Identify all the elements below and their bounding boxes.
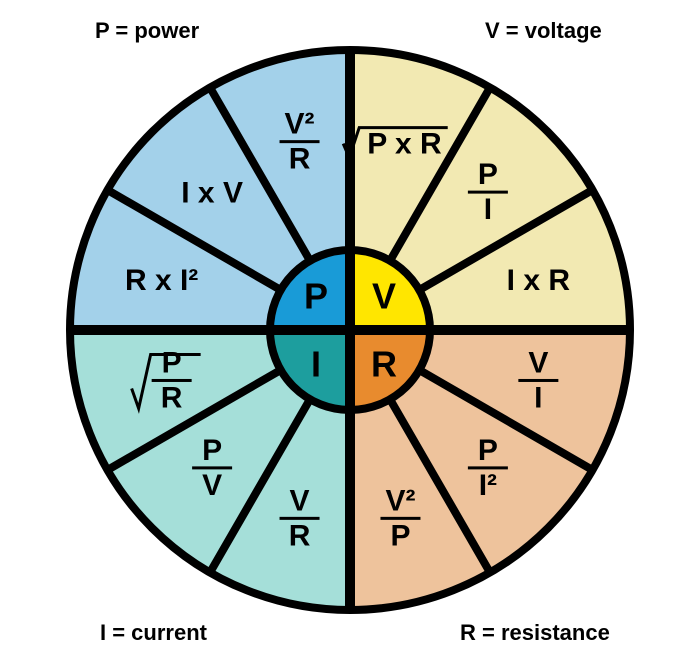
svg-text:I: I bbox=[484, 193, 492, 226]
svg-text:R x I²: R x I² bbox=[125, 264, 198, 297]
svg-text:P: P bbox=[390, 519, 410, 552]
svg-text:P: P bbox=[478, 158, 498, 191]
svg-text:P: P bbox=[202, 434, 222, 467]
ohms-law-wheel: VPIRI x RPIP x RV²RI x VR x I²PRPVVRV²PP… bbox=[0, 0, 700, 661]
svg-text:I x R: I x R bbox=[507, 264, 571, 297]
svg-text:V: V bbox=[528, 346, 548, 379]
corner-label-V: V = voltage bbox=[485, 18, 602, 44]
svg-text:V²: V² bbox=[385, 484, 415, 517]
svg-text:V: V bbox=[202, 469, 222, 502]
svg-text:V²: V² bbox=[285, 108, 315, 141]
svg-text:R: R bbox=[161, 381, 183, 414]
svg-text:P: P bbox=[478, 434, 498, 467]
hub-letter-I: I bbox=[311, 344, 321, 385]
corner-label-R: R = resistance bbox=[460, 620, 610, 646]
svg-text:P: P bbox=[162, 346, 182, 379]
hub-letter-P: P bbox=[304, 276, 328, 317]
hub-letter-V: V bbox=[372, 276, 396, 317]
svg-text:I: I bbox=[534, 381, 542, 414]
svg-text:R: R bbox=[289, 143, 311, 176]
svg-text:I²: I² bbox=[479, 469, 497, 502]
formula-V-0: I x R bbox=[507, 264, 571, 297]
svg-text:V: V bbox=[290, 484, 310, 517]
corner-label-P: P = power bbox=[95, 18, 199, 44]
corner-label-I: I = current bbox=[100, 620, 207, 646]
svg-text:P x R: P x R bbox=[367, 128, 442, 161]
formula-P-2: R x I² bbox=[125, 264, 198, 297]
wheel-svg: VPIRI x RPIP x RV²RI x VR x I²PRPVVRV²PP… bbox=[0, 0, 700, 661]
hub-letter-R: R bbox=[371, 344, 397, 385]
formula-P-1: I x V bbox=[181, 177, 243, 210]
svg-text:I x V: I x V bbox=[181, 177, 243, 210]
svg-text:R: R bbox=[289, 519, 311, 552]
